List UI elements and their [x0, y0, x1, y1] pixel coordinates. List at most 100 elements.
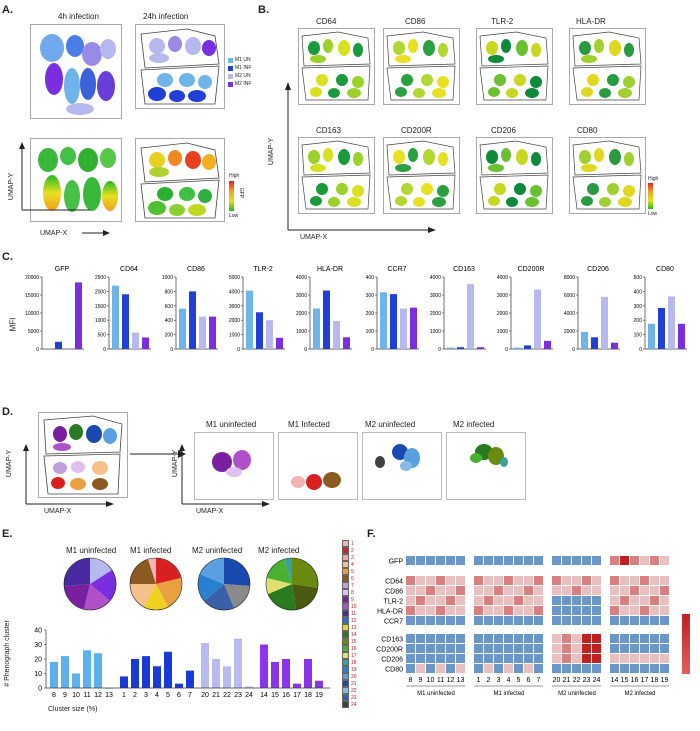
- e-tick-label: 10: [34, 671, 42, 678]
- umap-blob: [579, 41, 591, 55]
- heatmap-cell: [630, 654, 639, 663]
- heatmap-col-label: 14: [611, 677, 619, 684]
- e-cat-label: 22: [223, 692, 231, 699]
- heatmap-col-label: 16: [631, 677, 639, 684]
- mfi-chart-title: CD163: [453, 266, 475, 273]
- cluster-legend-item: 16: [342, 645, 357, 652]
- heatmap-cell: [534, 634, 543, 643]
- umap-y-label-d2: UMAP-Y: [172, 449, 180, 478]
- heatmap-row-label: CD64: [385, 579, 403, 586]
- umap-blob: [488, 87, 500, 97]
- mfi-tick-label: 15000: [25, 293, 39, 299]
- heatmap-cell: [592, 576, 601, 585]
- heatmap-cell: [474, 634, 483, 643]
- cluster-legend-label: 22: [351, 687, 357, 694]
- heatmap-cell: [474, 586, 483, 595]
- cluster-legend-swatch: [342, 652, 349, 659]
- d-title-m1-uninfected: M1 uninfected: [206, 420, 257, 429]
- umap-marker-4: [298, 137, 375, 214]
- heatmap-cell: [504, 556, 513, 565]
- heatmap-cell: [446, 586, 455, 595]
- d-title-m2-uninfected: M2 uninfected: [365, 420, 416, 429]
- heatmap-cell: [630, 576, 639, 585]
- heatmap-cell: [592, 616, 601, 625]
- heatmap-cell: [620, 644, 629, 653]
- mfi-tick-label: 200: [165, 333, 174, 339]
- heatmap-cell: [610, 634, 619, 643]
- b-high-label: High: [648, 176, 659, 182]
- cluster-legend-label: 21: [351, 680, 357, 687]
- mfi-chart-hla-dr: HLA-DR 4000 3000 2000 1000 0: [296, 266, 352, 353]
- umap-blob: [506, 88, 518, 98]
- mfi-bar: [343, 337, 350, 349]
- mfi-tick-label: 5000: [28, 329, 39, 335]
- cluster-legend: 1 2 3 4 5 6 7 8 9 10 11 12 13 14 15 16 17 18 19 20 21 22 23 24: [342, 540, 357, 708]
- legend-swatch: [228, 65, 233, 71]
- cluster-legend-label: 20: [351, 673, 357, 680]
- mfi-bar: [534, 289, 541, 349]
- e-bar: [293, 683, 301, 688]
- cluster-legend-swatch: [342, 687, 349, 694]
- heatmap-cell: [660, 606, 669, 615]
- heatmap-cell: [650, 586, 659, 595]
- heatmap-cell: [640, 586, 649, 595]
- e-cat-label: 18: [304, 692, 312, 699]
- umap-blob: [525, 88, 539, 98]
- cluster-legend-label: 15: [351, 638, 357, 645]
- heatmap-col-label: 6: [527, 677, 531, 684]
- mfi-bar: [658, 307, 665, 349]
- umap-x-arrow-a: [82, 230, 110, 236]
- heatmap-cell: [456, 616, 465, 625]
- mfi-tick-label: 3000: [296, 293, 307, 299]
- heatmap-cell: [640, 616, 649, 625]
- umap-blob: [506, 197, 518, 207]
- marker-title-hladr: HLA-DR: [576, 17, 606, 26]
- mfi-tick-label: 0: [572, 347, 575, 353]
- e-cat-label: 5: [166, 692, 170, 699]
- heatmap-cell: [610, 556, 619, 565]
- e-bar: [50, 661, 58, 688]
- heatmap-cell: [630, 586, 639, 595]
- heatmap-cell: [552, 654, 561, 663]
- mfi-tick-label: 2000: [296, 311, 307, 317]
- heatmap-cell: [552, 644, 561, 653]
- mfi-tick-label: 0: [438, 347, 441, 353]
- e-bar: [131, 659, 139, 688]
- heatmap-cell: [494, 664, 503, 673]
- cluster-legend-swatch: [342, 589, 349, 596]
- heatmap-cell: [504, 586, 513, 595]
- cluster-legend-swatch: [342, 561, 349, 568]
- heatmap-cell: [406, 644, 415, 653]
- marker-title-tlr2: TLR-2: [491, 17, 514, 26]
- umap-blob: [581, 55, 597, 63]
- mfi-tick-label: 1000: [162, 275, 173, 281]
- heatmap-cell: [572, 586, 581, 595]
- mfi-bar: [581, 331, 588, 349]
- mfi-tick-label: 600: [165, 304, 174, 310]
- heatmap-cell: [572, 654, 581, 663]
- heatmap-cell: [446, 644, 455, 653]
- heatmap-row-label: CD80: [385, 667, 403, 674]
- cluster-legend-swatch: [342, 603, 349, 610]
- heatmap-cell: [406, 586, 415, 595]
- cluster-legend-swatch: [342, 540, 349, 547]
- heatmap-cell: [592, 596, 601, 605]
- cluster-legend-label: 5: [351, 568, 354, 575]
- umap-blob: [408, 39, 418, 53]
- cluster-legend-label: 7: [351, 582, 354, 589]
- heatmap-group: 14 15 16 17 18 19 M2 infected: [610, 556, 669, 697]
- panel-label-a: A.: [2, 4, 13, 16]
- heatmap-cell: [484, 556, 493, 565]
- heatmap-cell: [426, 596, 435, 605]
- gfp-high-label: High: [229, 173, 240, 179]
- umap-blob: [438, 43, 448, 57]
- heatmap-cell: [620, 616, 629, 625]
- heatmap-cell: [562, 596, 571, 605]
- mfi-tick-label: 0: [36, 347, 39, 353]
- heatmap-cell: [494, 634, 503, 643]
- umap-phenograph-all: [38, 412, 128, 498]
- e-bar: [282, 659, 290, 688]
- heatmap-row-label: CD163: [381, 637, 403, 644]
- umap-blob: [353, 152, 363, 166]
